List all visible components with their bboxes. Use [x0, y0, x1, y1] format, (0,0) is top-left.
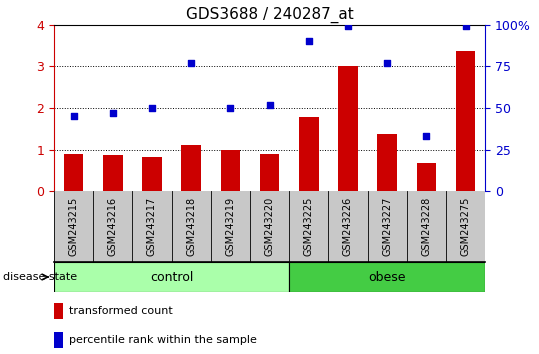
Title: GDS3688 / 240287_at: GDS3688 / 240287_at — [185, 7, 354, 23]
Bar — [377, 134, 397, 191]
Point — [461, 24, 470, 29]
Bar — [181, 145, 201, 191]
Text: GSM243217: GSM243217 — [147, 197, 157, 256]
Text: GSM243220: GSM243220 — [265, 197, 274, 256]
Text: control: control — [150, 270, 193, 284]
Text: GSM243219: GSM243219 — [225, 197, 236, 256]
Text: GSM243225: GSM243225 — [303, 197, 314, 256]
Bar — [260, 154, 279, 191]
Text: GSM243218: GSM243218 — [186, 197, 196, 256]
Point — [226, 105, 234, 111]
Bar — [64, 154, 84, 191]
Bar — [220, 149, 240, 191]
Point — [422, 133, 431, 139]
Text: transformed count: transformed count — [69, 306, 172, 316]
Bar — [289, 262, 485, 292]
Point — [383, 60, 391, 66]
Bar — [142, 156, 162, 191]
Point — [69, 113, 78, 119]
Text: percentile rank within the sample: percentile rank within the sample — [69, 335, 257, 346]
Text: GSM243275: GSM243275 — [460, 197, 471, 256]
Point — [265, 102, 274, 108]
Point — [148, 105, 156, 111]
Text: GSM243215: GSM243215 — [68, 197, 79, 256]
Bar — [54, 332, 64, 348]
Point — [108, 110, 117, 116]
Bar — [54, 303, 64, 319]
Text: GSM243216: GSM243216 — [108, 197, 118, 256]
Text: GSM243227: GSM243227 — [382, 197, 392, 256]
Point — [343, 24, 352, 29]
Text: obese: obese — [368, 270, 406, 284]
Text: disease state: disease state — [3, 272, 77, 282]
Bar — [417, 163, 436, 191]
Text: GSM243226: GSM243226 — [343, 197, 353, 256]
Point — [187, 60, 196, 66]
Bar — [338, 66, 358, 191]
Bar — [455, 51, 475, 191]
Bar — [54, 262, 289, 292]
Bar — [103, 155, 122, 191]
Point — [305, 39, 313, 44]
Bar — [299, 117, 319, 191]
Text: GSM243228: GSM243228 — [421, 197, 431, 256]
